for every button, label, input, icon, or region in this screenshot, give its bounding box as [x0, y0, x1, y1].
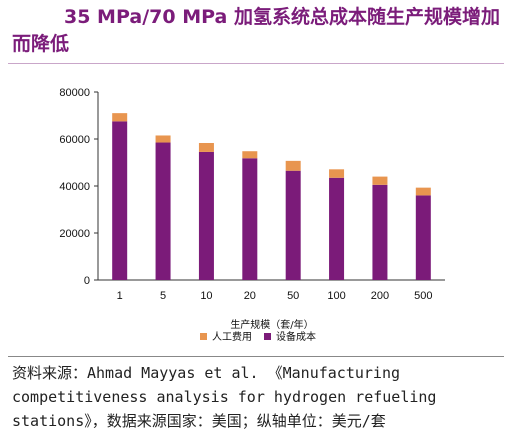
bar-labor-cost — [242, 151, 258, 159]
bar-labor-cost — [155, 135, 171, 143]
x-tick-label: 1 — [117, 290, 123, 302]
bar-equipment-cost — [372, 184, 388, 280]
chart-title: 35 MPa/70 MPa 加氢系统总成本随生产规模增加而降低 — [12, 6, 500, 55]
bar-labor-cost — [112, 113, 128, 122]
x-tick-label: 500 — [414, 290, 432, 302]
bar-equipment-cost — [285, 170, 301, 280]
bar-labor-cost — [198, 142, 214, 152]
y-tick-label: 0 — [84, 275, 90, 287]
y-tick-label: 20000 — [59, 228, 90, 240]
x-tick-label: 20 — [244, 290, 256, 302]
bars — [112, 113, 431, 280]
bar-labor-cost — [372, 176, 388, 185]
source-note: 资料来源：Ahmad Mayyas et al. 《Manufacturing … — [12, 364, 437, 430]
bar-equipment-cost — [198, 151, 214, 280]
x-tick-label: 100 — [327, 290, 345, 302]
y-tick-label: 60000 — [59, 134, 90, 146]
bar-equipment-cost — [112, 121, 128, 280]
x-axis-title: 生产规模（套/年） — [230, 318, 313, 331]
bar-equipment-cost — [329, 177, 345, 280]
y-tick-label: 80000 — [59, 87, 90, 99]
x-axis: 1 5 10 20 50 100 200 500 — [98, 279, 445, 302]
x-tick-label: 200 — [371, 290, 389, 302]
bar-equipment-cost — [415, 195, 431, 280]
title-divider — [8, 63, 504, 64]
legend: 人工费用 设备成本 — [200, 330, 316, 343]
bar-equipment-cost — [242, 158, 258, 280]
y-tick-label: 40000 — [59, 181, 90, 193]
bar-labor-cost — [285, 160, 301, 171]
x-tick-label: 5 — [160, 290, 166, 302]
source-divider — [8, 356, 504, 357]
bar-labor-cost — [415, 187, 431, 196]
y-axis: 0 20000 40000 60000 80000 — [59, 87, 99, 287]
legend-swatch — [200, 333, 207, 340]
bar-equipment-cost — [155, 142, 171, 280]
legend-swatch — [264, 333, 271, 340]
x-tick-label: 10 — [200, 290, 212, 302]
legend-label: 人工费用 — [212, 330, 252, 343]
bar-labor-cost — [329, 169, 345, 178]
legend-label: 设备成本 — [276, 330, 316, 343]
x-tick-label: 50 — [287, 290, 299, 302]
